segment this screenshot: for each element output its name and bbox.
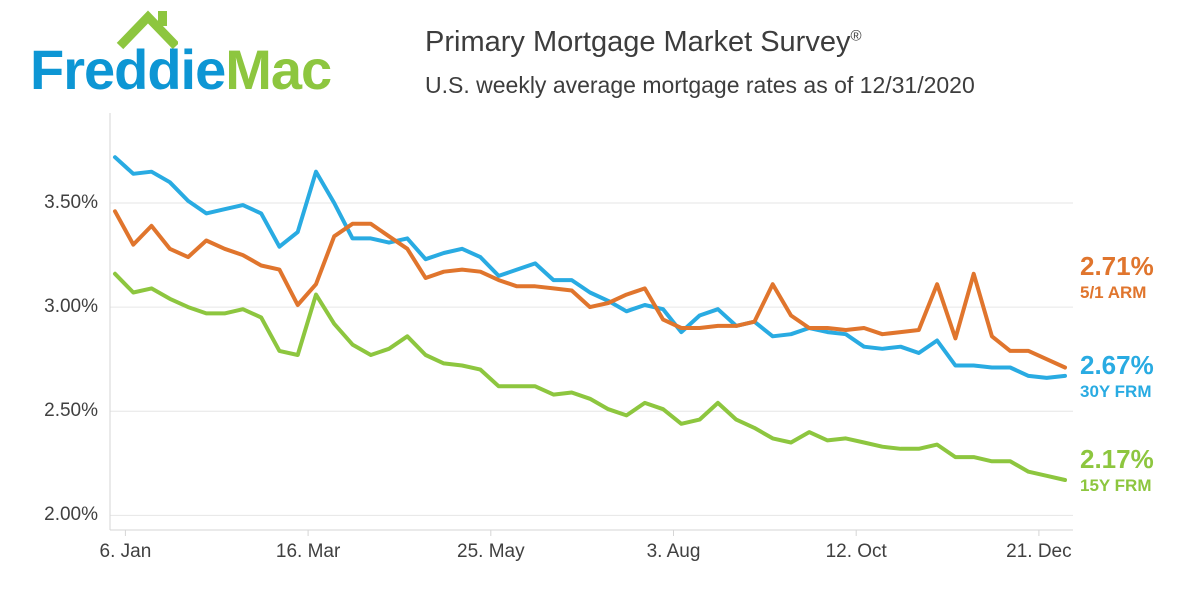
house-icon xyxy=(116,10,178,50)
freddie-mac-logo: FreddieMac xyxy=(30,8,410,108)
rate-label-5-1-arm: 2.71% 5/1 ARM xyxy=(1080,253,1198,301)
logo-text-freddie: Freddie xyxy=(30,38,226,101)
y-axis-label: 2.00% xyxy=(44,504,98,526)
page-title-text: Primary Mortgage Market Survey xyxy=(425,26,851,58)
page-subtitle: U.S. weekly average mortgage rates as of… xyxy=(425,72,975,99)
rate-value: 2.17% xyxy=(1080,444,1154,474)
series-line-30y-frm xyxy=(113,155,1067,380)
logo-wordmark: FreddieMac xyxy=(30,42,332,98)
x-axis-label: 25. May xyxy=(457,541,525,562)
rate-value: 2.71% xyxy=(1080,251,1154,281)
series-line-5-1-arm xyxy=(113,209,1067,370)
rate-series-name: 5/1 ARM xyxy=(1080,283,1147,302)
x-axis-label: 16. Mar xyxy=(275,541,341,562)
y-axis-label: 3.50% xyxy=(44,191,98,213)
y-axis-label: 2.50% xyxy=(44,400,98,422)
page-title: Primary Mortgage Market Survey® xyxy=(425,26,975,59)
x-axis-label: 6. Jan xyxy=(99,541,152,562)
rate-series-name: 15Y FRM xyxy=(1080,476,1152,495)
x-axis-label: 12. Oct xyxy=(825,541,887,562)
x-axis-label: 21. Dec xyxy=(1006,541,1072,562)
registered-mark: ® xyxy=(850,27,862,45)
logo-text-mac: Mac xyxy=(225,38,332,101)
x-axis-label: 3. Aug xyxy=(646,541,701,562)
rate-label-30y-frm: 2.67% 30Y FRM xyxy=(1080,352,1198,400)
rate-series-name: 30Y FRM xyxy=(1080,382,1152,401)
title-block: Primary Mortgage Market Survey® U.S. wee… xyxy=(425,26,975,99)
rate-value: 2.67% xyxy=(1080,350,1154,380)
y-axis-label: 3.00% xyxy=(44,296,98,318)
rate-label-15y-frm: 2.17% 15Y FRM xyxy=(1080,446,1198,494)
series-line-15y-frm xyxy=(113,271,1067,482)
